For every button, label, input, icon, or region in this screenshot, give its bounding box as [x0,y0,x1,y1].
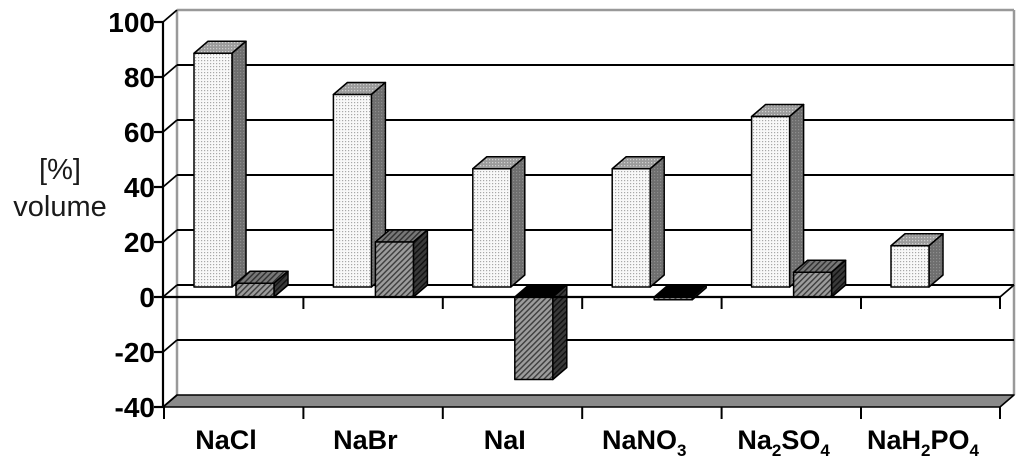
x-category-label: NaH2PO4 [867,425,980,459]
x-category-label: NaCl [195,425,257,455]
bar-NaBr-s2 [374,229,429,298]
y-tick-label: 40 [124,172,155,203]
bar-NaI-s2 [514,284,568,381]
y-tick-label: 0 [139,282,155,313]
y-axis: 100 80 60 40 20 0 -20 -40 [108,7,178,423]
bar-NaH₂PO₄-s1 [890,233,944,288]
x-category-label: Na2SO4 [737,425,830,459]
bar-NaNO₃-s1 [611,156,665,288]
floor-ticks [163,407,1001,419]
back-wall [175,8,1016,395]
y-tick-label: 60 [124,117,155,148]
x-category-label: NaNO3 [602,425,686,459]
bar-NaBr-s1 [332,81,387,288]
y-tick-label: 80 [124,62,155,93]
y-axis-title: [%] volume [0,152,120,226]
y-tick-label: 20 [124,227,155,258]
bar-NaCl-s2 [235,270,289,298]
chart-floor [162,394,1015,408]
y-tick-label: -20 [115,337,155,368]
bar-NaI-s1 [472,156,526,288]
x-category-label: NaBr [333,425,398,455]
x-category-label: NaI [484,425,526,455]
gridlines [177,64,1014,341]
category-axis [163,284,1015,309]
y-axis-title-line2: volume [13,191,107,223]
y-tick-label: 100 [108,7,155,38]
x-axis-labels: NaCl NaBr NaI NaNO3 Na2SO4 NaH2PO4 [195,425,979,459]
bar-Na₂SO₄-s1 [750,103,805,288]
y-axis-title-line1: [%] [39,154,81,186]
bars [193,40,944,381]
bar-Na₂SO₄-s2 [792,259,847,298]
bar-NaCl-s1 [193,40,247,288]
y-tick-label: -40 [115,392,155,423]
